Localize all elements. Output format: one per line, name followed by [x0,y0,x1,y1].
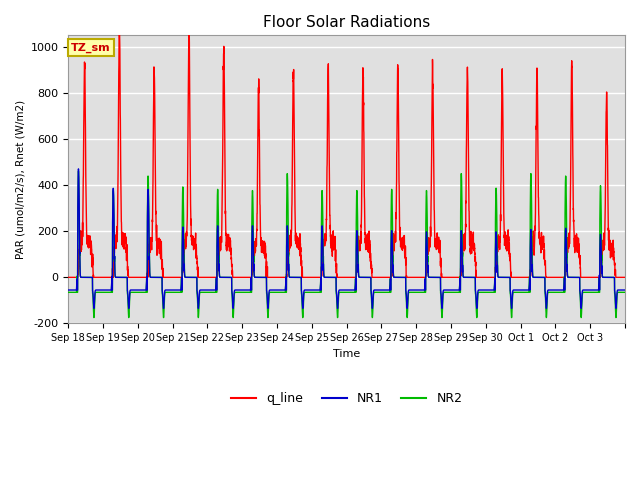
Y-axis label: PAR (umol/m2/s), Rnet (W/m2): PAR (umol/m2/s), Rnet (W/m2) [15,100,25,259]
Legend: q_line, NR1, NR2: q_line, NR1, NR2 [226,387,467,410]
X-axis label: Time: Time [333,348,360,359]
Title: Floor Solar Radiations: Floor Solar Radiations [263,15,430,30]
Text: TZ_sm: TZ_sm [71,43,111,53]
